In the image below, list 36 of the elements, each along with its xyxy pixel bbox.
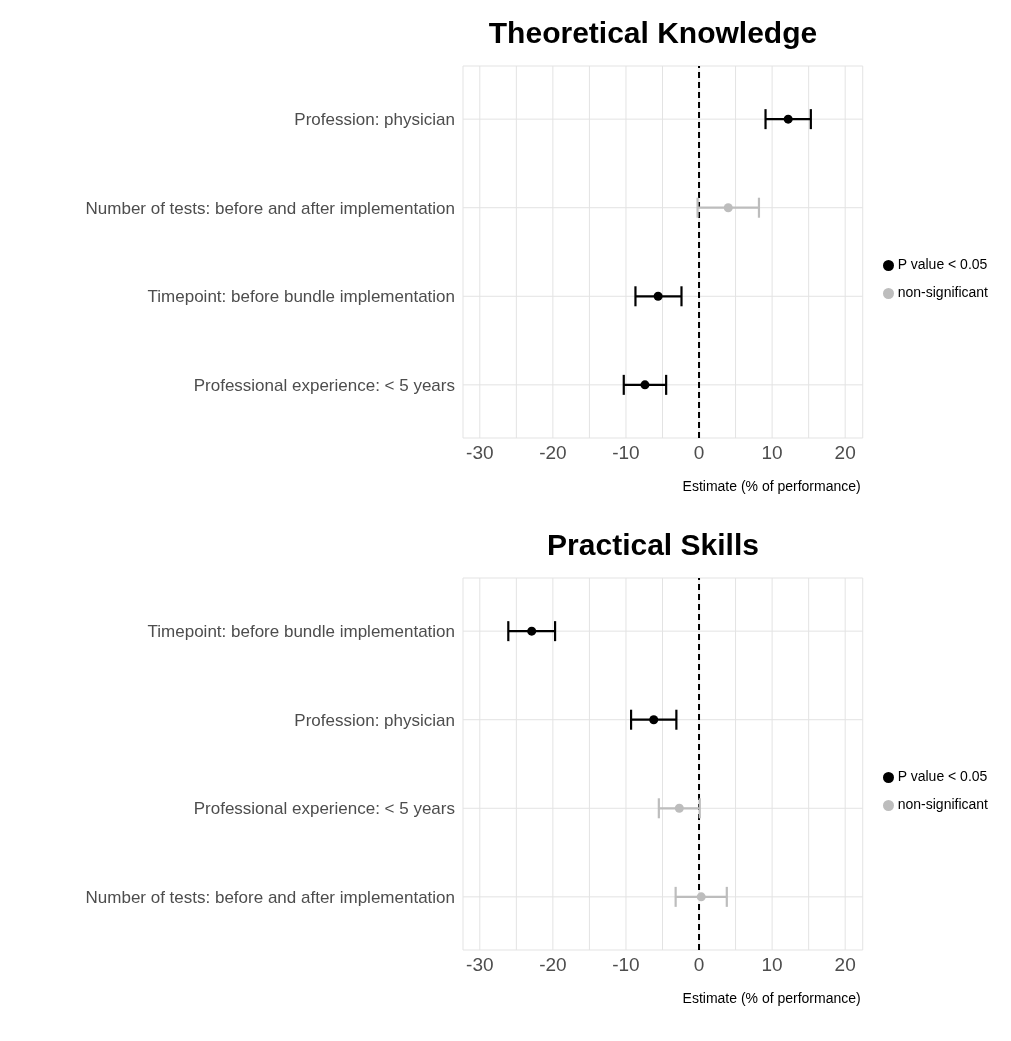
legend-label: P value < 0.05 <box>897 768 988 784</box>
legend-label: non-significant <box>897 796 988 812</box>
point <box>723 203 733 213</box>
x-tick-label: 20 <box>834 954 856 976</box>
point <box>674 803 684 813</box>
x-tick-label: 0 <box>693 442 705 464</box>
point <box>527 626 537 636</box>
point <box>649 715 659 725</box>
x-tick-label: -20 <box>539 442 567 464</box>
y-tick-label: Profession: physician <box>294 110 455 130</box>
legend-label: non-significant <box>897 284 988 300</box>
point <box>783 114 793 124</box>
x-axis-title: Estimate (% of performance) <box>682 990 861 1006</box>
x-tick-label: -20 <box>539 954 567 976</box>
chart-title: Theoretical Knowledge <box>487 15 819 51</box>
x-tick-label: -10 <box>612 442 640 464</box>
y-tick-label: Timepoint: before bundle implementation <box>147 622 455 642</box>
chart-title: Practical Skills <box>546 527 760 563</box>
y-tick-label: Profession: physician <box>294 710 455 730</box>
x-tick-label: -10 <box>612 954 640 976</box>
point <box>653 291 663 301</box>
x-tick-label: 0 <box>693 954 705 976</box>
y-tick-label: Number of tests: before and after implementation <box>85 198 455 218</box>
y-tick-label: Professional experience: < 5 years <box>193 799 455 819</box>
legend-label: P value < 0.05 <box>897 256 988 272</box>
y-tick-label: Professional experience: < 5 years <box>193 375 455 395</box>
point <box>640 380 650 390</box>
y-tick-label: Timepoint: before bundle implementation <box>147 287 455 307</box>
x-axis-title: Estimate (% of performance) <box>682 478 861 494</box>
y-tick-label: Number of tests: before and after implementation <box>85 887 455 907</box>
x-tick-label: -30 <box>466 954 494 976</box>
x-tick-label: -30 <box>466 442 494 464</box>
point <box>696 892 706 902</box>
x-tick-label: 20 <box>834 442 856 464</box>
x-tick-label: 10 <box>761 442 783 464</box>
x-tick-label: 10 <box>761 954 783 976</box>
